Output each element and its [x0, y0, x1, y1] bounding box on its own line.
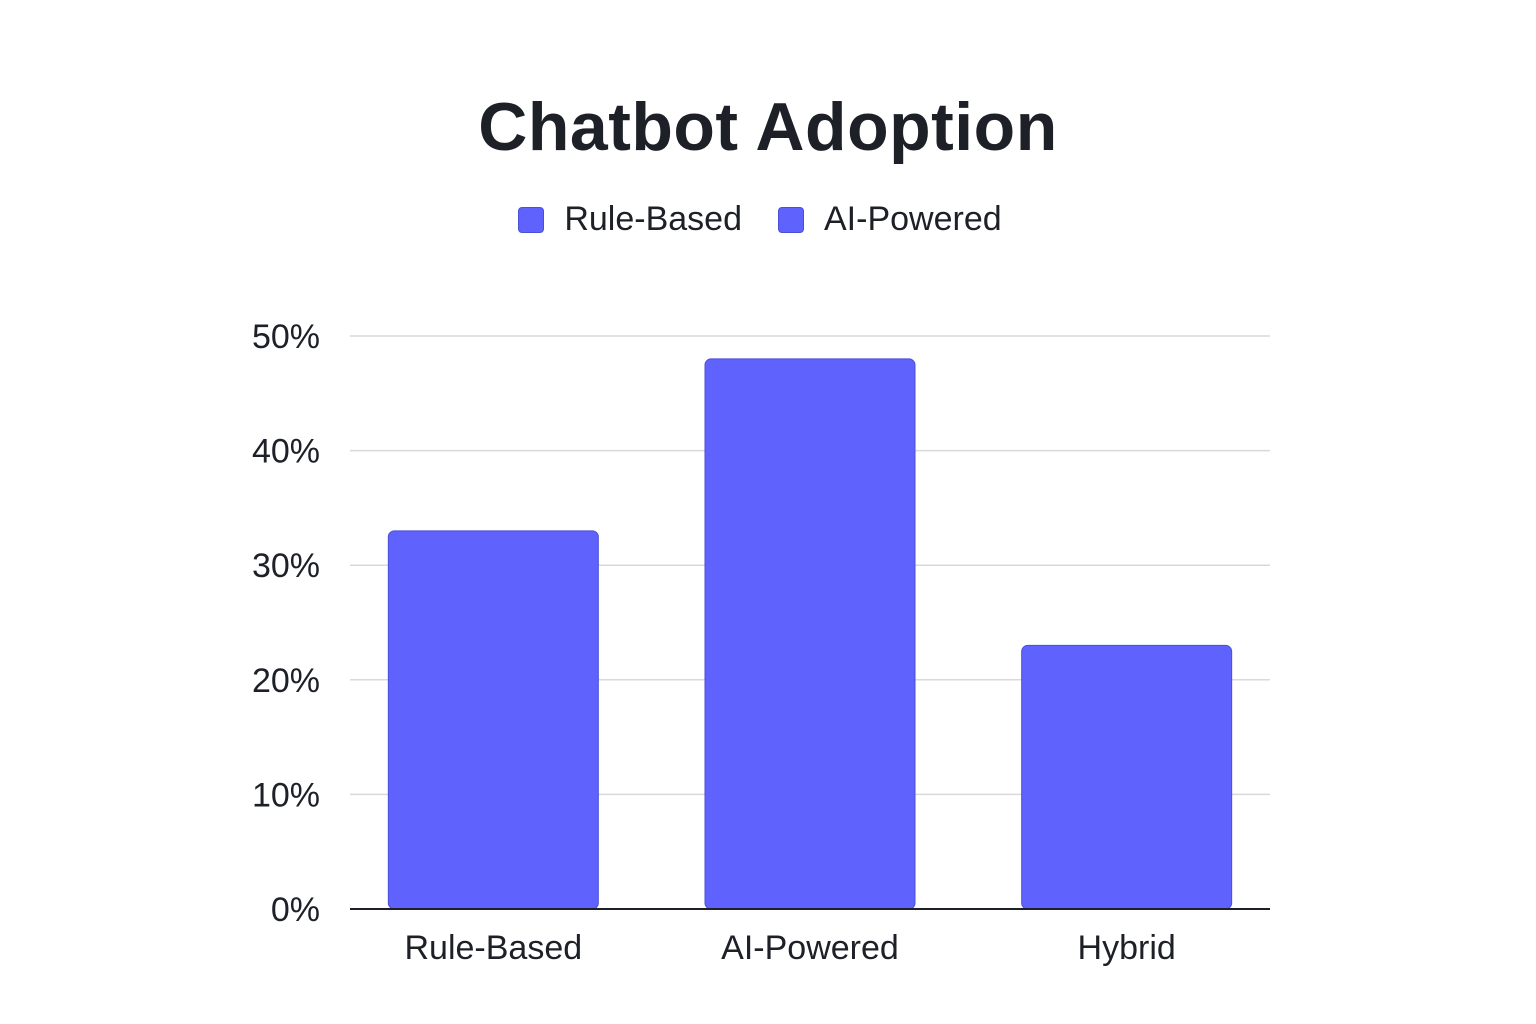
legend-label: AI-Powered: [824, 200, 1002, 238]
y-tick-label: 20%: [252, 662, 320, 700]
bar: [1021, 644, 1233, 910]
x-tick-label: Hybrid: [1078, 929, 1176, 967]
y-tick-label: 30%: [252, 547, 320, 585]
legend-swatch: [778, 206, 804, 233]
y-tick-label: 40%: [252, 433, 320, 471]
legend-label: Rule-Based: [564, 200, 742, 238]
legend-swatch: [518, 206, 545, 233]
legend: Rule-Based AI-Powered: [0, 200, 1520, 239]
y-tick-label: 0%: [271, 891, 320, 929]
bar: [387, 530, 599, 910]
x-tick-label: AI-Powered: [721, 929, 899, 967]
legend-item-ai-powered: AI-Powered: [778, 200, 1002, 239]
x-tick-label: Rule-Based: [405, 929, 583, 967]
bar: [704, 358, 916, 910]
y-tick-label: 50%: [252, 318, 320, 356]
legend-item-rule-based: Rule-Based: [518, 200, 742, 239]
chart-title: Chatbot Adoption: [478, 89, 1058, 165]
y-tick-label: 10%: [252, 776, 320, 814]
